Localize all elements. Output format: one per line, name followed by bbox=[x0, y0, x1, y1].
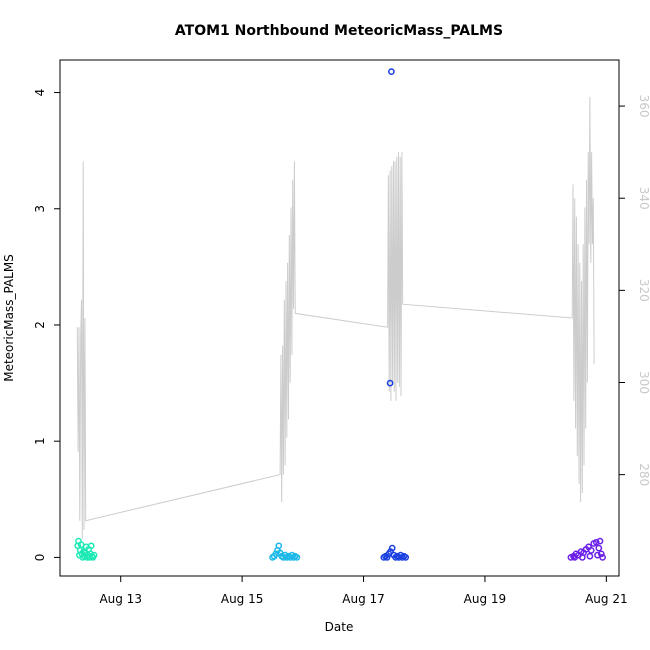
x-tick-label: Aug 17 bbox=[342, 592, 385, 606]
y-tick-label: 2 bbox=[33, 321, 47, 329]
chart-title: ATOM1 Northbound MeteoricMass_PALMS bbox=[175, 23, 503, 39]
scatter-point bbox=[596, 537, 604, 545]
scatter-point bbox=[587, 547, 595, 554]
x-tick-label: Aug 13 bbox=[99, 592, 142, 606]
right-y-tick-label: 360 bbox=[637, 95, 650, 118]
right-y-tick-label: 300 bbox=[637, 371, 650, 394]
scatter-point bbox=[388, 68, 395, 75]
y-tick-label: 3 bbox=[33, 205, 47, 213]
plot-frame bbox=[59, 59, 620, 577]
scatter-point bbox=[571, 554, 579, 561]
gray-series-line bbox=[76, 96, 595, 540]
scatter-point bbox=[597, 550, 605, 558]
scatter-point bbox=[595, 544, 603, 552]
scatter-point bbox=[293, 554, 301, 561]
y-axis: 0 1 2 3 4 bbox=[33, 89, 60, 562]
points-layer bbox=[74, 68, 606, 561]
y-tick-label: 1 bbox=[33, 437, 47, 445]
scatter-point bbox=[87, 542, 95, 550]
x-axis-label: Date bbox=[325, 620, 354, 634]
scatter-point bbox=[386, 379, 394, 387]
x-tick-label: Aug 21 bbox=[585, 592, 628, 606]
scatter-point bbox=[90, 551, 98, 559]
right-y-axis: 280 300 320 340 360 bbox=[619, 95, 650, 486]
y-tick-label: 0 bbox=[33, 554, 47, 562]
scatter-point bbox=[594, 551, 601, 559]
scatter-point bbox=[578, 554, 586, 561]
right-axis-line-layer bbox=[76, 96, 595, 540]
scatter-point bbox=[383, 554, 391, 561]
y-axis-label: MeteoricMass_PALMS bbox=[2, 254, 16, 382]
scatter-point bbox=[592, 538, 600, 546]
scatter-point bbox=[388, 544, 396, 552]
scatter-point bbox=[599, 554, 606, 561]
y-tick-label: 4 bbox=[33, 89, 47, 97]
x-tick-label: Aug 15 bbox=[221, 592, 264, 606]
x-axis: Aug 13 Aug 15 Aug 17 Aug 19 Aug 21 bbox=[99, 576, 628, 606]
right-y-tick-label: 280 bbox=[637, 463, 650, 486]
scatter-point bbox=[387, 548, 394, 555]
x-tick-label: Aug 19 bbox=[464, 592, 507, 606]
scatter-point bbox=[586, 552, 594, 560]
scatter-point bbox=[275, 542, 283, 550]
right-y-tick-label: 320 bbox=[637, 279, 650, 302]
scatter-point bbox=[402, 554, 410, 561]
right-y-tick-label: 340 bbox=[637, 187, 650, 210]
